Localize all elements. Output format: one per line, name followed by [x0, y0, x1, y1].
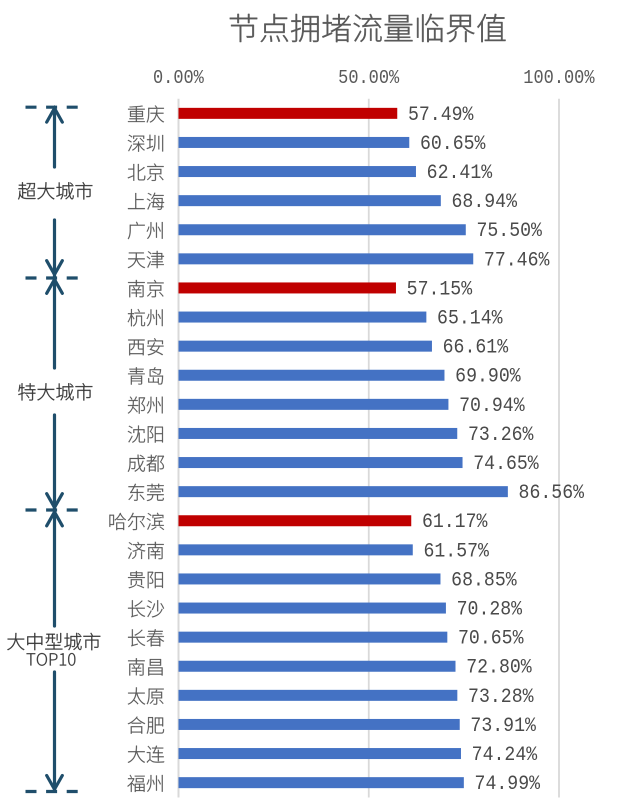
svg-text:70.94%: 70.94% — [459, 394, 525, 417]
svg-text:86.56%: 86.56% — [519, 481, 585, 504]
svg-text:74.65%: 74.65% — [473, 452, 539, 475]
svg-text:65.14%: 65.14% — [437, 307, 503, 330]
svg-text:74.99%: 74.99% — [475, 772, 541, 795]
svg-text:61.17%: 61.17% — [422, 510, 488, 533]
svg-text:68.85%: 68.85% — [451, 569, 517, 592]
svg-text:0.00%: 0.00% — [153, 68, 204, 89]
svg-text:74.24%: 74.24% — [472, 743, 538, 766]
svg-text:50.00%: 50.00% — [338, 68, 399, 89]
svg-text:72.80%: 72.80% — [466, 656, 532, 679]
svg-text:75.50%: 75.50% — [476, 219, 542, 242]
svg-text:73.91%: 73.91% — [470, 714, 536, 737]
svg-text:66.61%: 66.61% — [443, 336, 509, 359]
svg-text:70.65%: 70.65% — [458, 627, 524, 650]
svg-text:57.49%: 57.49% — [408, 103, 474, 126]
svg-text:60.65%: 60.65% — [420, 132, 486, 155]
svg-text:73.28%: 73.28% — [468, 685, 534, 708]
svg-text:62.41%: 62.41% — [427, 161, 493, 184]
svg-text:77.46%: 77.46% — [484, 249, 550, 272]
svg-text:61.57%: 61.57% — [423, 540, 489, 563]
svg-text:73.26%: 73.26% — [468, 423, 534, 446]
svg-text:69.90%: 69.90% — [455, 365, 521, 388]
svg-text:68.94%: 68.94% — [452, 190, 518, 213]
svg-text:70.28%: 70.28% — [457, 598, 523, 621]
svg-text:100.00%: 100.00% — [523, 68, 594, 89]
svg-text:57.15%: 57.15% — [407, 278, 473, 301]
